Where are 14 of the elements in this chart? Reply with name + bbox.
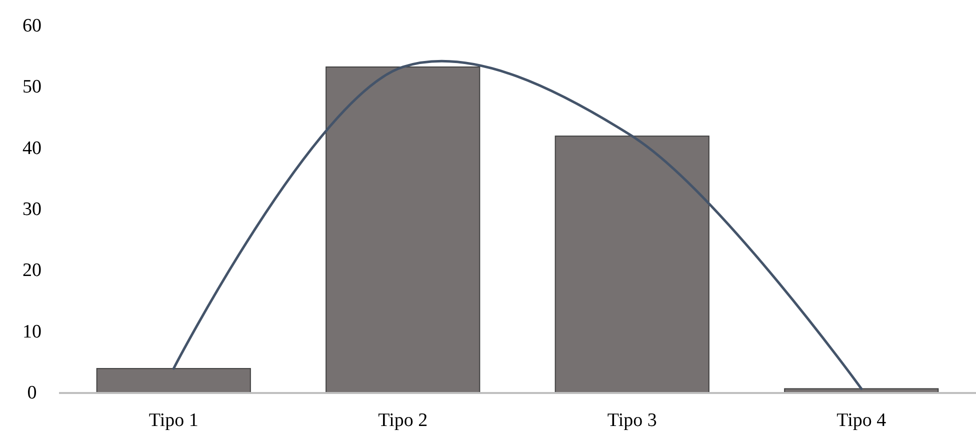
bar bbox=[554, 136, 710, 394]
x-tick-label: Tipo 2 bbox=[378, 410, 428, 431]
bar bbox=[96, 368, 251, 394]
x-tick-label: Tipo 1 bbox=[148, 410, 198, 431]
y-tick-label: 10 bbox=[22, 321, 42, 342]
y-tick-label: 20 bbox=[22, 260, 42, 282]
y-tick-label: 30 bbox=[22, 199, 42, 220]
x-tick-label: Tipo 4 bbox=[836, 410, 887, 431]
bar bbox=[326, 66, 480, 394]
y-tick-label: 60 bbox=[22, 16, 42, 36]
y-tick-label: 0 bbox=[27, 382, 37, 404]
x-tick-label: Tipo 3 bbox=[607, 410, 657, 431]
y-tick-label: 40 bbox=[22, 138, 42, 159]
y-tick-label: 50 bbox=[22, 76, 42, 98]
